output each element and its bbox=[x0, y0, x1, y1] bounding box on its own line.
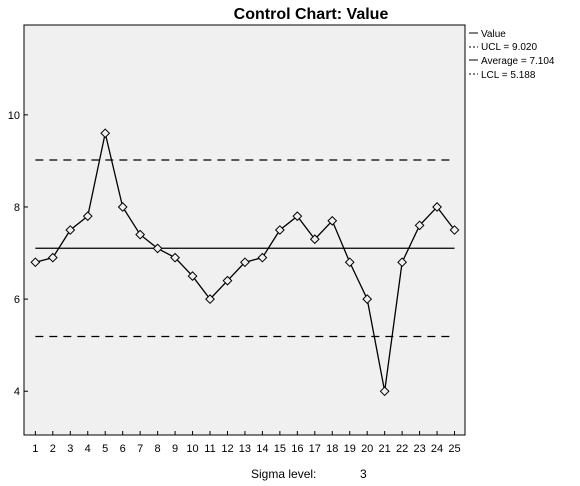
legend-item-ucl: UCL = 9.020 bbox=[469, 42, 537, 53]
x-tick-label: 2 bbox=[50, 443, 56, 455]
x-tick-label: 20 bbox=[361, 443, 373, 455]
value-point bbox=[187, 271, 198, 281]
x-tick-label: 21 bbox=[379, 443, 391, 455]
x-tick-label: 22 bbox=[396, 443, 408, 455]
x-tick-label: 13 bbox=[239, 443, 251, 455]
control-lines bbox=[35, 159, 455, 338]
legend-item-value: Value bbox=[469, 29, 506, 40]
x-tick-label: 25 bbox=[448, 443, 460, 455]
legend-label-value: Value bbox=[481, 29, 506, 40]
value-point bbox=[449, 225, 460, 235]
x-tick-label: 10 bbox=[186, 443, 198, 455]
legend-label-ucl: UCL = 9.020 bbox=[481, 42, 537, 53]
x-tick-label: 9 bbox=[172, 443, 178, 455]
value-point bbox=[65, 225, 76, 235]
x-tick-label: 16 bbox=[291, 443, 303, 455]
x-tick-label: 12 bbox=[221, 443, 233, 455]
value-point bbox=[379, 386, 390, 397]
x-tick-label: 6 bbox=[120, 443, 126, 455]
legend-item-average: Average = 7.104 bbox=[469, 56, 555, 67]
y-tick-label: 10 bbox=[8, 110, 20, 122]
value-point bbox=[292, 211, 303, 222]
value-point bbox=[414, 220, 425, 231]
value-point bbox=[222, 275, 233, 286]
x-tick-label: 18 bbox=[326, 443, 338, 455]
legend: Value UCL = 9.020 Average = 7.104 LCL = … bbox=[469, 29, 555, 81]
value-point bbox=[152, 243, 163, 254]
value-point bbox=[362, 294, 373, 305]
value-point bbox=[205, 294, 215, 305]
x-tick-label: 3 bbox=[67, 443, 73, 455]
value-point bbox=[47, 252, 58, 263]
x-tick-label: 1 bbox=[32, 443, 38, 455]
x-tick-label: 24 bbox=[431, 443, 443, 455]
value-point bbox=[327, 215, 338, 226]
value-point bbox=[274, 225, 285, 235]
sigma-level-label: Sigma level: bbox=[251, 467, 316, 481]
value-point bbox=[309, 234, 320, 245]
x-tick-label: 17 bbox=[309, 443, 321, 455]
value-point bbox=[240, 257, 250, 268]
sigma-level-value: 3 bbox=[360, 467, 367, 481]
x-tick-label: 15 bbox=[274, 443, 286, 455]
legend-label-lcl: LCL = 5.188 bbox=[481, 70, 536, 81]
plot-area bbox=[23, 24, 466, 436]
x-tick-label: 23 bbox=[413, 443, 425, 455]
value-point bbox=[170, 252, 180, 263]
x-tick-label: 11 bbox=[204, 443, 215, 455]
legend-label-average: Average = 7.104 bbox=[481, 56, 555, 67]
x-tick-label: 4 bbox=[85, 443, 91, 455]
value-point bbox=[397, 257, 408, 268]
x-tick-label: 8 bbox=[155, 443, 161, 455]
value-point bbox=[82, 211, 93, 222]
value-point bbox=[100, 128, 111, 139]
y-tick-label: 8 bbox=[14, 202, 20, 214]
y-tick-label: 4 bbox=[14, 386, 20, 398]
chart-title: Control Chart: Value bbox=[234, 6, 389, 23]
series-layer bbox=[30, 128, 460, 397]
y-tick-label: 6 bbox=[14, 294, 20, 306]
y-axis: 4 6 8 10 bbox=[8, 110, 28, 398]
x-tick-label: 19 bbox=[344, 443, 356, 455]
value-point bbox=[257, 252, 268, 263]
x-tick-label: 5 bbox=[102, 443, 108, 455]
x-tick-label: 7 bbox=[137, 443, 143, 455]
x-axis: 1 2 3 4 5 6 7 8 9 10 11 12 13 14 15 16 17 18 19 20 21 22 23 24 2… bbox=[32, 431, 461, 455]
value-point bbox=[117, 202, 128, 212]
value-point bbox=[432, 202, 442, 212]
x-tick-label: 14 bbox=[256, 443, 268, 455]
value-point bbox=[344, 257, 355, 268]
value-point bbox=[30, 257, 41, 268]
legend-item-lcl: LCL = 5.188 bbox=[469, 70, 536, 81]
value-point bbox=[135, 229, 146, 240]
